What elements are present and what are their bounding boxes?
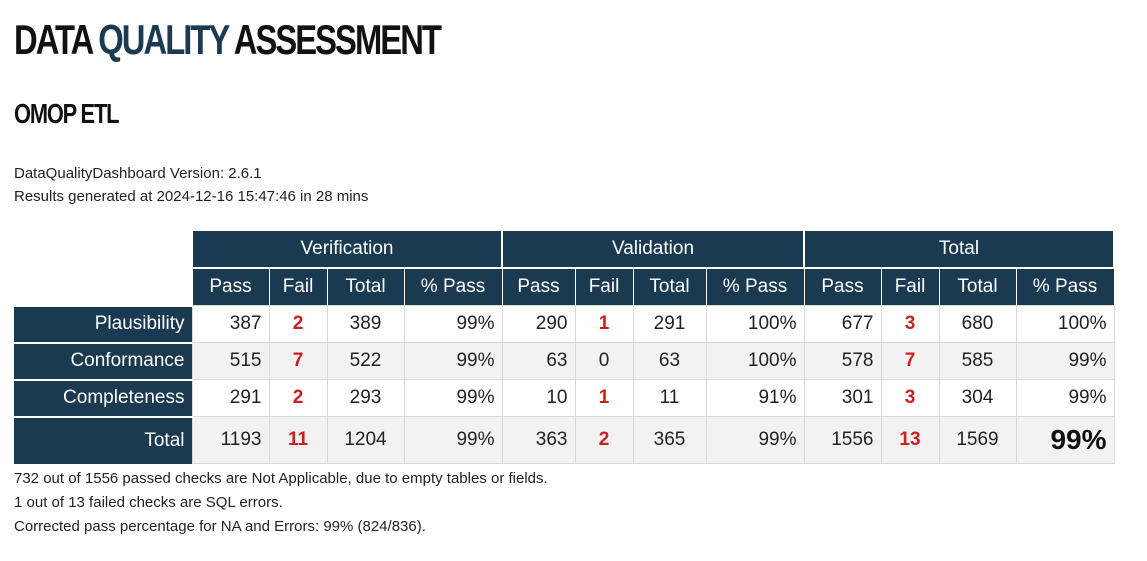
group-header-row: Verification Validation Total [14, 231, 1115, 268]
total-pass: 301 [803, 379, 882, 417]
col-header-total: Total [938, 267, 1017, 306]
title-part-assessment: ASSESSMENT [227, 16, 442, 63]
verification-pct-pass: 99% [403, 342, 503, 380]
corrected-percentage-note: Corrected pass percentage for NA and Err… [14, 518, 426, 535]
verification-pct-pass: 99% [403, 305, 503, 343]
meta-info: DataQualityDashboard Version: 2.6.1 Resu… [14, 162, 368, 208]
col-header-total: Total [632, 267, 707, 306]
row-label: Total [14, 415, 192, 464]
table-row-total: Total 1193 11 1204 99% 363 2 365 99% 155… [14, 415, 1115, 464]
total-fail: 13 [880, 416, 940, 464]
col-header-total: Total [326, 267, 405, 306]
col-header-pass: Pass [803, 267, 882, 306]
col-header-pct-pass: % Pass [403, 267, 503, 306]
verification-fail: 7 [268, 342, 328, 380]
generated-line: Results generated at 2024-12-16 15:47:46… [14, 188, 369, 205]
row-label: Completeness [14, 378, 192, 417]
verification-total: 1204 [326, 416, 405, 464]
total-pct-pass: 99% [1015, 379, 1115, 417]
validation-pct-pass: 100% [705, 305, 805, 343]
title-part-quality: QUALITY [98, 16, 229, 63]
table-row-completeness: Completeness 291 2 293 99% 10 1 11 91% 3… [14, 378, 1115, 417]
validation-fail: 1 [574, 305, 634, 343]
summary-notes: 732 out of 1556 passed checks are Not Ap… [14, 467, 548, 539]
validation-fail: 0 [574, 342, 634, 380]
total-pct-pass: 100% [1015, 305, 1115, 343]
corner-cell-2 [14, 268, 192, 306]
col-header-pass: Pass [501, 267, 576, 306]
verification-fail: 2 [268, 305, 328, 343]
validation-total: 365 [632, 416, 707, 464]
verification-fail: 2 [268, 379, 328, 417]
total-fail: 3 [880, 305, 940, 343]
col-header-fail: Fail [574, 267, 634, 306]
group-header-verification: Verification [191, 231, 503, 268]
validation-pass: 290 [501, 305, 576, 343]
col-header-fail: Fail [880, 267, 940, 306]
validation-pct-pass: 100% [705, 342, 805, 380]
verification-pass: 515 [191, 342, 270, 380]
row-label: Conformance [14, 341, 192, 380]
verification-pct-pass: 99% [403, 416, 503, 464]
validation-total: 63 [632, 342, 707, 380]
col-header-fail: Fail [268, 267, 328, 306]
verification-pass: 291 [191, 379, 270, 417]
verification-total: 522 [326, 342, 405, 380]
total-total: 680 [938, 305, 1017, 343]
row-label: Plausibility [14, 304, 192, 343]
validation-total: 291 [632, 305, 707, 343]
total-total: 304 [938, 379, 1017, 417]
corner-cell [14, 231, 192, 268]
verification-pct-pass: 99% [403, 379, 503, 417]
total-pct-pass: 99% [1015, 342, 1115, 380]
table-row-conformance: Conformance 515 7 522 99% 63 0 63 100% 5… [14, 341, 1115, 380]
total-fail: 3 [880, 379, 940, 417]
group-header-total: Total [803, 231, 1115, 268]
verification-fail: 11 [268, 416, 328, 464]
validation-pass: 10 [501, 379, 576, 417]
verification-total: 293 [326, 379, 405, 417]
verification-pass: 387 [191, 305, 270, 343]
total-pass: 677 [803, 305, 882, 343]
validation-pct-pass: 99% [705, 416, 805, 464]
total-pass: 1556 [803, 416, 882, 464]
validation-pct-pass: 91% [705, 379, 805, 417]
validation-total: 11 [632, 379, 707, 417]
version-line: DataQualityDashboard Version: 2.6.1 [14, 165, 262, 182]
table-row-plausibility: Plausibility 387 2 389 99% 290 1 291 100… [14, 304, 1115, 343]
overall-pct-pass: 99% [1015, 416, 1115, 464]
col-header-pass: Pass [191, 267, 270, 306]
total-fail: 7 [880, 342, 940, 380]
total-total: 585 [938, 342, 1017, 380]
page-subtitle: OMOP ETL [14, 98, 119, 129]
page-title: DATA QUALITY ASSESSMENT [14, 14, 442, 66]
group-header-validation: Validation [501, 231, 805, 268]
validation-fail: 2 [574, 416, 634, 464]
col-header-pct-pass: % Pass [705, 267, 805, 306]
validation-fail: 1 [574, 379, 634, 417]
results-table: Verification Validation Total Pass Fail … [14, 231, 1115, 464]
verification-pass: 1193 [191, 416, 270, 464]
total-total: 1569 [938, 416, 1017, 464]
total-pass: 578 [803, 342, 882, 380]
title-part-data: DATA [14, 16, 99, 63]
validation-pass: 363 [501, 416, 576, 464]
sql-errors-note: 1 out of 13 failed checks are SQL errors… [14, 494, 283, 511]
verification-total: 389 [326, 305, 405, 343]
na-note: 732 out of 1556 passed checks are Not Ap… [14, 470, 548, 487]
validation-pass: 63 [501, 342, 576, 380]
col-header-pct-pass: % Pass [1015, 267, 1115, 306]
column-header-row: Pass Fail Total % Pass Pass Fail Total %… [14, 267, 1115, 306]
